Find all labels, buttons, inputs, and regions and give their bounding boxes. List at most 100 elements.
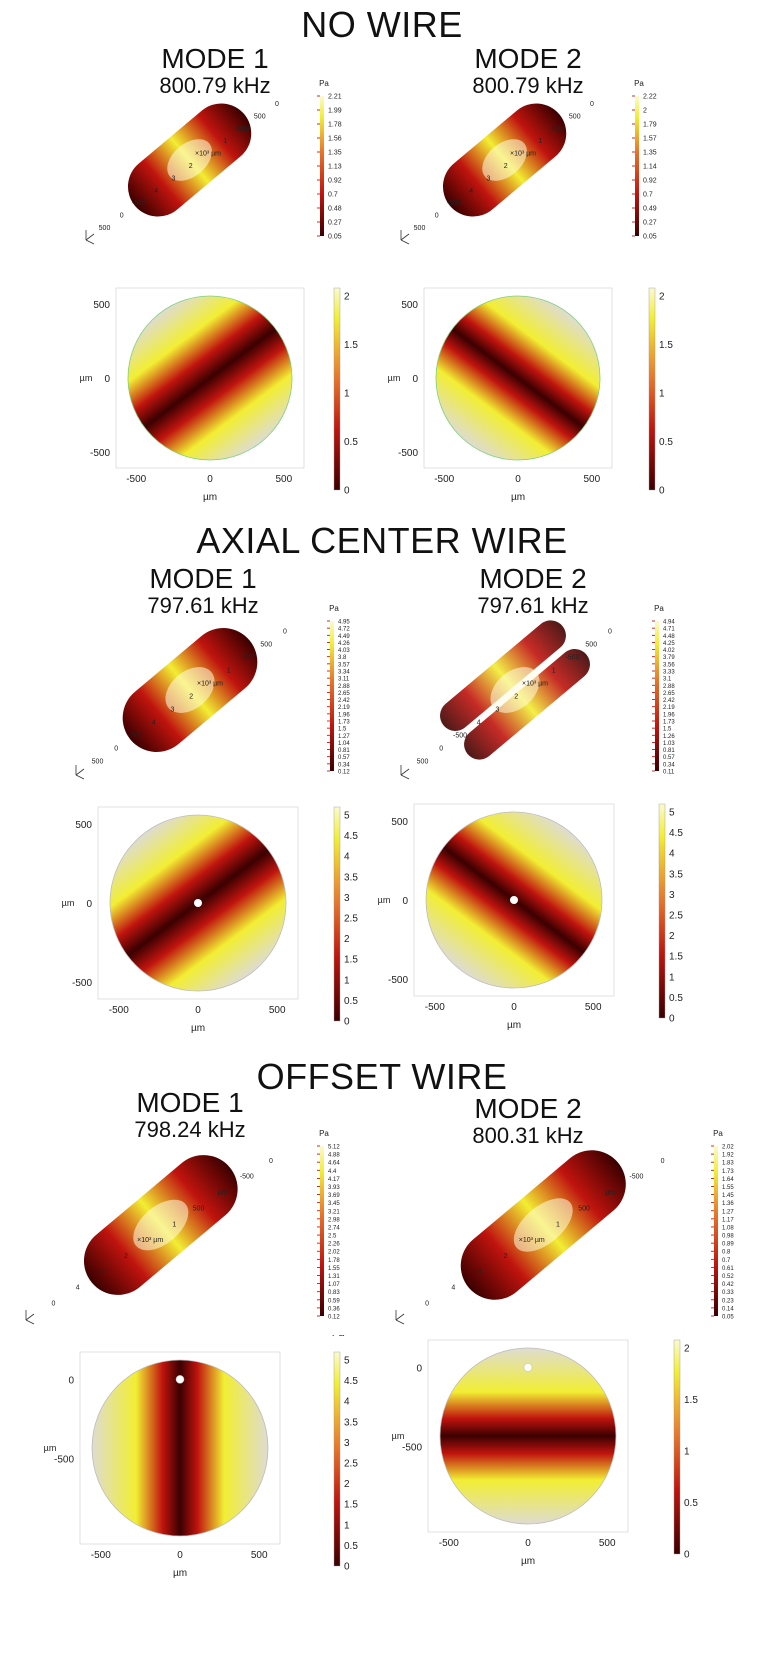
colorbar-tick-label: 1 xyxy=(659,389,665,400)
cylinder-3d-plot: 500 0 -500 4 3 2 ×10³ µm 1 -500 500 0 Pa 4.954.724.4… xyxy=(75,604,350,780)
axis-tick-label: -500 xyxy=(240,654,254,661)
colorbar-tick-label: 0.11 xyxy=(663,770,675,776)
axis-tick-label: 3 xyxy=(172,175,176,182)
colorbar-tick-label: 2 xyxy=(684,1344,690,1355)
axis-tick-label: 3 xyxy=(487,175,491,182)
axis-tick-label: 500 xyxy=(585,641,597,648)
colorbar-tick-label: 1.5 xyxy=(344,1500,358,1511)
axis-tick-label: -500 xyxy=(447,200,461,207)
colorbar-tick-label: 2.02 xyxy=(328,1250,340,1256)
colorbar-tick-label: 0.7 xyxy=(643,192,653,199)
cylinder-3d-plot: 0 4 3 2 ×10³ µm 1 500 µm -500 0 Pa 2.02 1.92 1.83 1.73… xyxy=(395,1129,734,1325)
colorbar-tick-label: 4.64 xyxy=(328,1161,340,1167)
colorbar-tick-label: 1.03 xyxy=(663,741,675,747)
colorbar-tick-label: 2.26 xyxy=(328,1242,340,1248)
colorbar-tick-label: 2.88 xyxy=(663,684,675,690)
y-tick-label: -500 xyxy=(72,978,92,989)
x-tick-label: -500 xyxy=(425,1002,445,1013)
frequency-label: 800.31 kHz xyxy=(472,1123,584,1148)
colorbar xyxy=(333,1351,341,1567)
colorbar-tick-label: 0.49 xyxy=(643,206,657,213)
plot-frame xyxy=(423,287,613,469)
frequency-label: 797.61 kHz xyxy=(147,593,259,618)
colorbar-tick-label: 1.73 xyxy=(722,1169,734,1175)
colorbar-tick-label: 0.33 xyxy=(722,1290,734,1296)
x-tick-label: -500 xyxy=(91,1550,111,1561)
colorbar-tick-label: 0.36 xyxy=(328,1306,340,1312)
axis-tick-label: 0 xyxy=(114,745,118,752)
colorbar-tick-label: 3 xyxy=(669,890,675,901)
colorbar-tick-label: 4.48 xyxy=(663,634,675,640)
axis-tick-label: 500 xyxy=(569,113,581,120)
colorbar-tick-label: 1.5 xyxy=(338,727,347,733)
colorbar-tick-label: 3.11 xyxy=(338,677,350,683)
unit-label: Pa xyxy=(319,79,329,88)
colorbar-tick-label: 0 xyxy=(344,1562,350,1573)
cross-section-plot: 5000-500µm-5000500µmPa54.543.532.521.510… xyxy=(378,803,683,1031)
colorbar-tick-label: 2.65 xyxy=(338,691,350,697)
axis-tick-label: µm xyxy=(605,1190,615,1197)
colorbar-tick-label: 0.05 xyxy=(643,234,657,241)
axis-tick-label: -500 xyxy=(550,126,564,133)
section-title: NO WIRE xyxy=(301,4,463,45)
axis-tick-label: 0 xyxy=(275,101,279,108)
x-tick-label: -500 xyxy=(439,1538,459,1549)
colorbar-tick-label: 0.42 xyxy=(722,1282,734,1288)
colorbar xyxy=(330,621,334,771)
colorbar xyxy=(658,803,666,1019)
colorbar-tick-label: 4.02 xyxy=(663,648,675,654)
y-axis-label: µm xyxy=(392,1431,405,1441)
x-tick-label: 0 xyxy=(195,1005,201,1016)
colorbar-tick-label: 2.88 xyxy=(338,684,350,690)
colorbar xyxy=(648,287,656,491)
colorbar-tick-label: 3.1 xyxy=(663,677,672,683)
colorbar-tick-label: 0.57 xyxy=(663,755,675,761)
axis-tick-label: 1 xyxy=(227,667,231,674)
colorbar-tick-label: 2 xyxy=(344,934,350,945)
colorbar-tick-label: 1.04 xyxy=(338,741,350,747)
axis-tick-label: ×10³ µm xyxy=(519,1237,545,1244)
axis-tick-label: µm xyxy=(218,1190,228,1197)
colorbar-tick-label: 1.35 xyxy=(328,150,342,157)
axis-tick-label: 3 xyxy=(171,706,175,713)
axis-tick-label: 0 xyxy=(608,628,612,635)
colorbar-tick-label: 0.14 xyxy=(722,1306,734,1312)
colorbar-tick-label: 0.12 xyxy=(328,1315,340,1321)
cylinder-body xyxy=(83,1155,238,1295)
colorbar-tick-label: 0.61 xyxy=(722,1266,734,1272)
colorbar-tick-label: 5 xyxy=(344,1356,350,1367)
axis-tick-label: 2 xyxy=(124,1253,128,1260)
x-tick-label: -500 xyxy=(126,474,146,485)
colorbar-tick-label: 2.74 xyxy=(328,1225,340,1231)
colorbar-tick-label: 2 xyxy=(659,292,665,303)
y-tick-label: 0 xyxy=(402,896,408,907)
colorbar-tick-label: 3.56 xyxy=(663,662,675,668)
axis-tick-label: 2 xyxy=(189,163,193,170)
colorbar-tick-label: 1 xyxy=(684,1447,690,1458)
colorbar-tick-label: 2.5 xyxy=(344,914,358,925)
axis-tick-label: 2 xyxy=(189,693,193,700)
x-axis-label: µm xyxy=(507,1020,521,1031)
wire-marker xyxy=(510,896,518,904)
y-axis-label: µm xyxy=(388,373,401,383)
x-tick-label: 0 xyxy=(177,1550,183,1561)
colorbar-tick-label: 0.5 xyxy=(659,437,673,448)
cylinder-body xyxy=(440,620,590,760)
colorbar-tick-label: 4.25 xyxy=(663,641,675,647)
colorbar-tick-label: 0.5 xyxy=(344,996,358,1007)
axis-tick-label: 3 xyxy=(477,1269,481,1276)
colorbar-tick-label: 2 xyxy=(344,292,350,303)
colorbar-tick-label: 2.42 xyxy=(663,698,675,704)
axis-tick-label: 4 xyxy=(477,719,481,726)
colorbar-tick-label: 1.07 xyxy=(328,1282,340,1288)
colorbar-tick-label: 2.19 xyxy=(663,705,675,711)
colorbar-tick-label: 1.5 xyxy=(659,340,673,351)
pressure-field-disc xyxy=(127,295,293,461)
colorbar-tick-label: 1.08 xyxy=(722,1225,734,1231)
pressure-field-disc xyxy=(435,295,601,461)
colorbar-tick-label: 0.89 xyxy=(722,1242,734,1248)
colorbar-tick-label: 0.7 xyxy=(328,192,338,199)
colorbar-tick-label: 5 xyxy=(669,808,675,819)
colorbar-tick-label: 1.78 xyxy=(328,1258,340,1264)
colorbar-tick-label: 0.34 xyxy=(663,762,675,768)
